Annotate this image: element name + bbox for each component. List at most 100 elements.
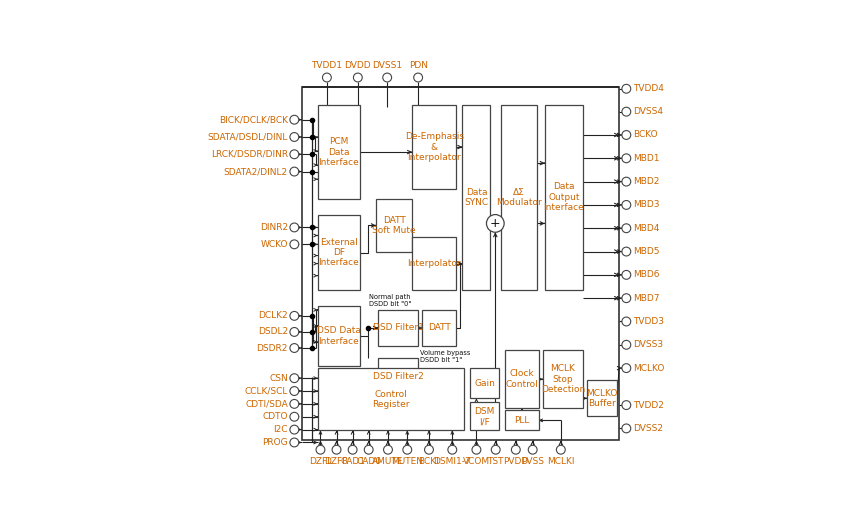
Text: TVDD1: TVDD1 (312, 61, 343, 70)
Bar (422, 310, 456, 346)
Text: MCLKI: MCLKI (547, 457, 575, 466)
Circle shape (289, 115, 299, 124)
Text: MBD5: MBD5 (633, 247, 659, 256)
Text: CAD1: CAD1 (340, 457, 365, 466)
Text: SDATA/DSDL/DINL: SDATA/DSDL/DINL (208, 133, 288, 141)
Text: Data
Output
Interface: Data Output Interface (544, 182, 584, 212)
Circle shape (622, 177, 631, 186)
Text: WCKO: WCKO (260, 240, 288, 249)
Text: DSMI1-7: DSMI1-7 (434, 457, 472, 466)
Text: DSM
I/F: DSM I/F (474, 407, 495, 426)
Circle shape (289, 312, 299, 321)
Text: LRCK/DSDR/DINR: LRCK/DSDR/DINR (210, 150, 288, 159)
Text: Control
Register: Control Register (372, 389, 410, 409)
Text: DVSS1: DVSS1 (372, 61, 402, 70)
Circle shape (289, 150, 299, 159)
Text: MBD4: MBD4 (633, 224, 659, 233)
Circle shape (622, 200, 631, 209)
Circle shape (622, 224, 631, 233)
Circle shape (384, 445, 393, 454)
Text: DZFL: DZFL (309, 457, 332, 466)
Circle shape (353, 73, 362, 82)
Bar (504, 410, 539, 431)
Circle shape (414, 73, 423, 82)
Text: TVDD2: TVDD2 (633, 400, 664, 410)
Text: DSD Filter2: DSD Filter2 (373, 372, 423, 381)
Circle shape (289, 438, 299, 447)
Bar (378, 310, 418, 346)
Bar (587, 380, 617, 417)
Circle shape (557, 445, 565, 454)
Circle shape (289, 374, 299, 383)
Text: DSDR2: DSDR2 (257, 343, 288, 352)
Circle shape (622, 85, 631, 93)
Circle shape (511, 445, 521, 454)
Bar (378, 358, 418, 394)
Bar (318, 216, 360, 290)
Text: CAD0: CAD0 (356, 457, 381, 466)
Text: PDN: PDN (409, 61, 428, 70)
Text: ΔΣ
Modulator: ΔΣ Modulator (496, 187, 541, 207)
Bar (504, 350, 539, 408)
Circle shape (622, 401, 631, 410)
Text: PCM
Data
Interface: PCM Data Interface (319, 137, 359, 167)
Text: CDTO: CDTO (262, 412, 288, 421)
Text: DINR2: DINR2 (259, 223, 288, 232)
Circle shape (424, 445, 434, 454)
Text: PVSS: PVSS (521, 457, 545, 466)
Text: SDATA2/DINL2: SDATA2/DINL2 (224, 167, 288, 176)
Bar (376, 199, 412, 252)
Circle shape (364, 445, 373, 454)
Text: Gain: Gain (474, 378, 495, 388)
Text: MBD2: MBD2 (633, 177, 659, 186)
Text: DCLK2: DCLK2 (259, 311, 288, 321)
Circle shape (622, 270, 631, 279)
Circle shape (289, 327, 299, 336)
Text: DATT
Soft Mute: DATT Soft Mute (372, 216, 416, 235)
Circle shape (486, 215, 504, 232)
Text: AMUTE: AMUTE (372, 457, 404, 466)
Circle shape (472, 445, 481, 454)
Text: CSN: CSN (269, 374, 288, 383)
Circle shape (622, 364, 631, 373)
Text: DSD Data
Interface: DSD Data Interface (317, 326, 361, 346)
Circle shape (322, 73, 332, 82)
Text: PLL: PLL (514, 416, 529, 425)
Bar (501, 105, 537, 290)
Text: DVSS2: DVSS2 (633, 424, 663, 433)
Circle shape (316, 445, 325, 454)
Circle shape (403, 445, 411, 454)
Bar (318, 105, 360, 199)
Circle shape (289, 387, 299, 396)
Circle shape (289, 223, 299, 232)
Text: MCLKO: MCLKO (633, 364, 664, 373)
Text: VCOM: VCOM (463, 457, 490, 466)
Circle shape (622, 424, 631, 433)
Text: Clock
Control: Clock Control (505, 370, 538, 389)
Circle shape (622, 294, 631, 303)
Circle shape (332, 445, 341, 454)
Bar (412, 105, 456, 189)
Circle shape (289, 167, 299, 176)
Bar (471, 368, 498, 398)
Bar (545, 105, 583, 290)
Bar (412, 238, 456, 290)
Circle shape (289, 343, 299, 352)
Text: TVDD3: TVDD3 (633, 317, 664, 326)
Circle shape (622, 154, 631, 163)
Text: BCKO: BCKO (633, 130, 657, 139)
Text: External
DF
Interface: External DF Interface (319, 238, 359, 267)
Circle shape (622, 340, 631, 349)
Text: BICK/DCLK/BCK: BICK/DCLK/BCK (219, 115, 288, 124)
Text: MBD6: MBD6 (633, 270, 659, 279)
Text: I2C: I2C (273, 425, 288, 434)
Text: MCLK
Stop
Detection: MCLK Stop Detection (540, 364, 585, 394)
Text: PVDD: PVDD (503, 457, 528, 466)
Text: DVSS3: DVSS3 (633, 340, 663, 349)
Circle shape (491, 445, 500, 454)
Text: De-Emphasis
&
Interpolator: De-Emphasis & Interpolator (405, 132, 464, 162)
Circle shape (289, 133, 299, 141)
Bar (462, 105, 490, 290)
Circle shape (622, 107, 631, 116)
Circle shape (622, 130, 631, 139)
